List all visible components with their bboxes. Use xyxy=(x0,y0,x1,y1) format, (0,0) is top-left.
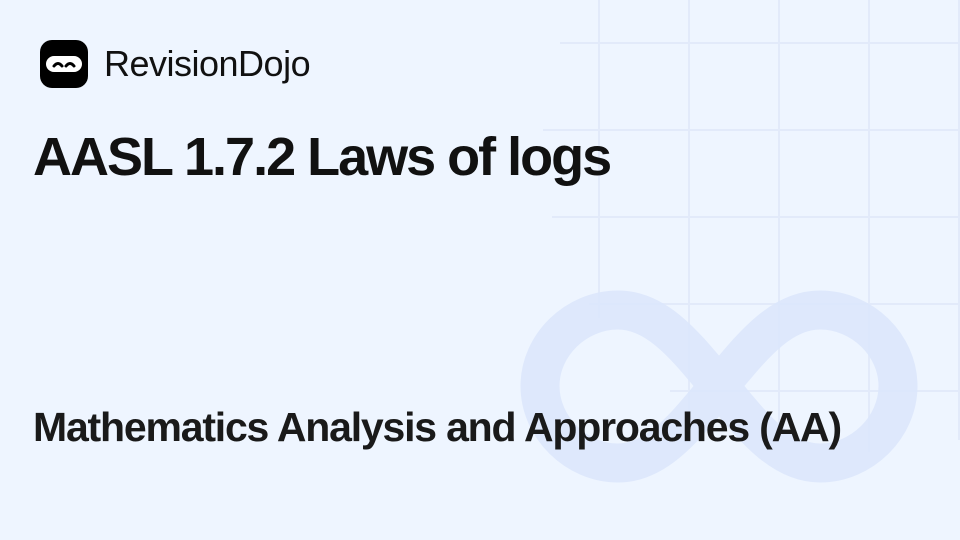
ninja-mask-icon xyxy=(40,40,88,88)
brand-logo: RevisionDojo xyxy=(40,40,311,88)
page-title: AASL 1.7.2 Laws of logs xyxy=(33,127,612,187)
course-subtitle: Mathematics Analysis and Approaches (AA) xyxy=(33,404,842,450)
brand-name: RevisionDojo xyxy=(104,43,311,84)
